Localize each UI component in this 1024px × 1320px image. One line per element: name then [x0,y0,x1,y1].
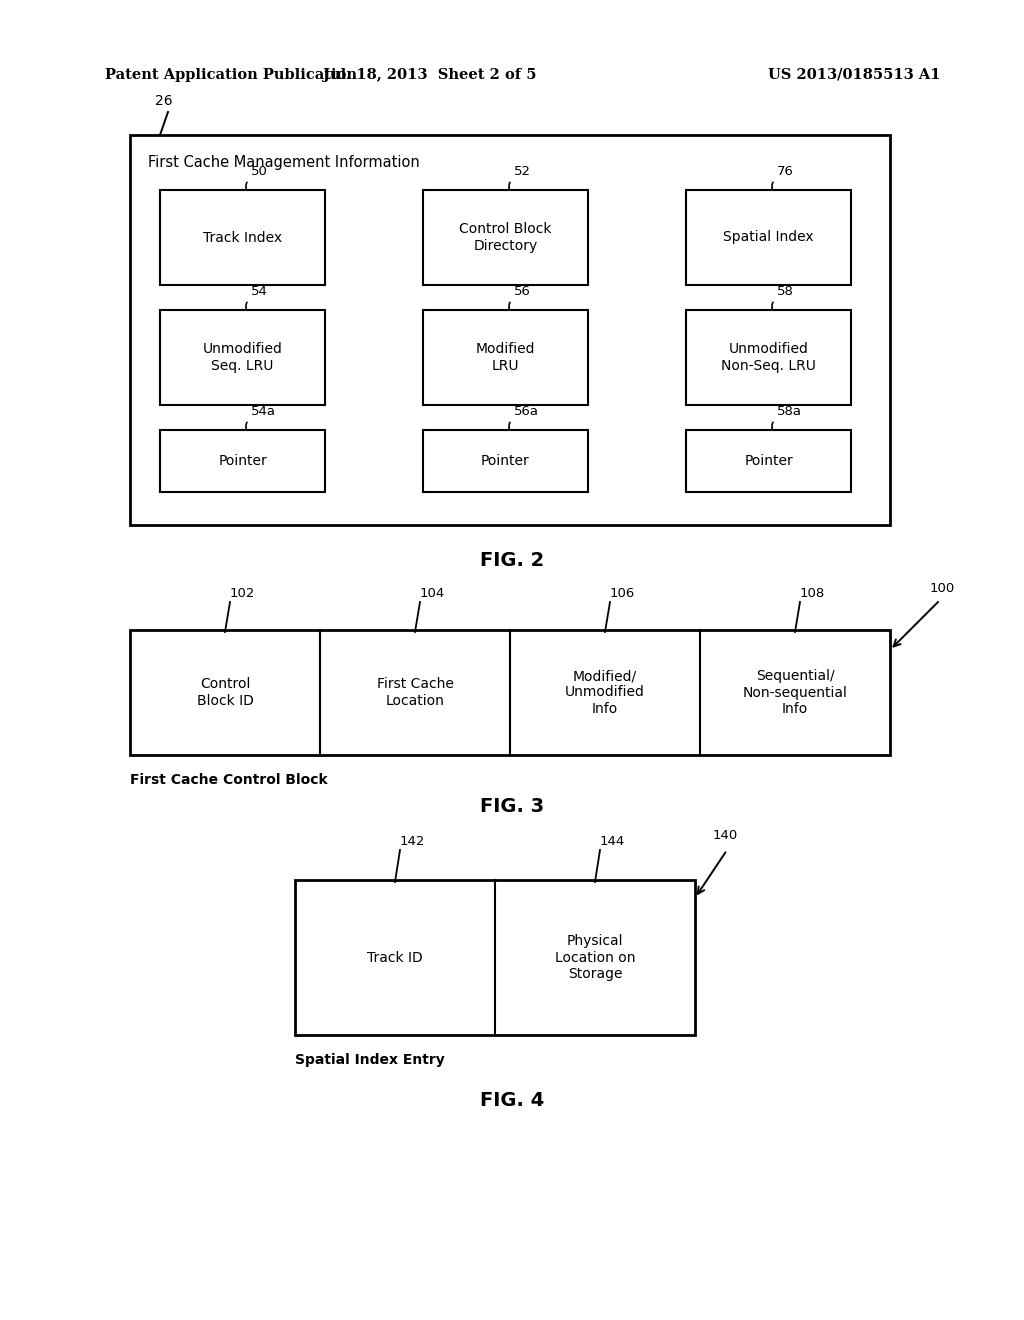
Text: 104: 104 [420,587,445,601]
Text: 76: 76 [776,165,794,178]
Text: Modified/
Unmodified
Info: Modified/ Unmodified Info [565,669,645,715]
Bar [295,880,695,1035]
Text: 54: 54 [251,285,267,298]
Bar [423,190,588,285]
Text: 58: 58 [776,285,794,298]
Text: 56: 56 [513,285,530,298]
Text: 56a: 56a [513,405,539,418]
Text: 108: 108 [800,587,825,601]
Bar [423,430,588,492]
Text: 144: 144 [600,836,626,847]
Bar [130,630,890,755]
Bar [686,310,851,405]
Text: Pointer: Pointer [744,454,793,469]
Text: US 2013/0185513 A1: US 2013/0185513 A1 [768,69,940,82]
Text: 140: 140 [713,829,738,842]
Bar [686,190,851,285]
Text: First Cache Control Block: First Cache Control Block [130,774,328,787]
Text: Unmodified
Non-Seq. LRU: Unmodified Non-Seq. LRU [721,342,816,372]
Bar [130,135,890,525]
Text: Track Index: Track Index [203,231,282,244]
Text: Spatial Index: Spatial Index [723,231,814,244]
Bar [423,310,588,405]
Text: Spatial Index Entry: Spatial Index Entry [295,1053,444,1067]
Text: 106: 106 [610,587,635,601]
Text: Physical
Location on
Storage: Physical Location on Storage [555,935,635,981]
Text: FIG. 4: FIG. 4 [480,1090,544,1110]
Text: 58a: 58a [776,405,802,418]
Text: First Cache Management Information: First Cache Management Information [148,156,420,170]
Bar [686,430,851,492]
Text: 100: 100 [930,582,955,595]
Text: FIG. 2: FIG. 2 [480,550,544,569]
Text: Pointer: Pointer [218,454,267,469]
Bar [160,310,325,405]
Text: Patent Application Publication: Patent Application Publication [105,69,357,82]
Text: 54a: 54a [251,405,275,418]
Text: 50: 50 [251,165,267,178]
Text: 26: 26 [155,94,173,108]
Text: Sequential/
Non-sequential
Info: Sequential/ Non-sequential Info [742,669,848,715]
Text: Pointer: Pointer [481,454,529,469]
Text: 52: 52 [513,165,530,178]
Bar [160,190,325,285]
Text: 142: 142 [400,836,425,847]
Text: Jul. 18, 2013  Sheet 2 of 5: Jul. 18, 2013 Sheet 2 of 5 [324,69,537,82]
Text: Modified
LRU: Modified LRU [476,342,536,372]
Text: 102: 102 [230,587,255,601]
Text: Control
Block ID: Control Block ID [197,677,253,708]
Text: Track ID: Track ID [368,950,423,965]
Text: Control Block
Directory: Control Block Directory [459,222,552,252]
Bar [160,430,325,492]
Text: FIG. 3: FIG. 3 [480,797,544,817]
Text: Unmodified
Seq. LRU: Unmodified Seq. LRU [203,342,283,372]
Text: First Cache
Location: First Cache Location [377,677,454,708]
